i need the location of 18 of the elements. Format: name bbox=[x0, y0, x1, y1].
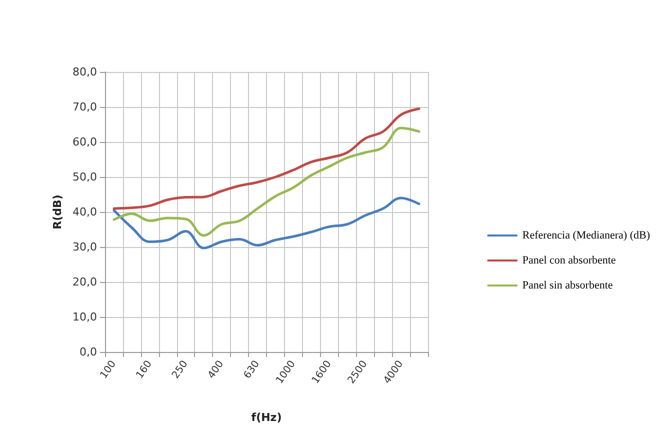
x-tick-label: 630 bbox=[242, 358, 262, 381]
y-tick-label: 40,0 bbox=[72, 206, 97, 218]
y-tick-label: 20,0 bbox=[72, 276, 97, 288]
y-tick-label: 60,0 bbox=[72, 136, 97, 148]
line-series bbox=[112, 126, 420, 237]
line-series bbox=[112, 196, 420, 250]
y-tick-label: 80,0 bbox=[72, 66, 97, 78]
y-tick-label: 70,0 bbox=[72, 100, 97, 114]
y-axis-title: R(dB) bbox=[51, 194, 64, 230]
y-tick-label: 10,0 bbox=[72, 310, 97, 324]
y-tick-label: 50,0 bbox=[72, 170, 97, 184]
legend-label: Panel con absorbente bbox=[522, 254, 616, 266]
legend-label: Panel sin absorbente bbox=[522, 280, 613, 292]
x-axis-title: f(Hz) bbox=[251, 411, 282, 424]
line-series bbox=[112, 108, 420, 210]
y-tick-label: 30,0 bbox=[72, 240, 97, 254]
y-tick-label: 0,0 bbox=[80, 346, 97, 358]
legend-label: Referencia (Medianera) (dB) bbox=[522, 230, 650, 242]
